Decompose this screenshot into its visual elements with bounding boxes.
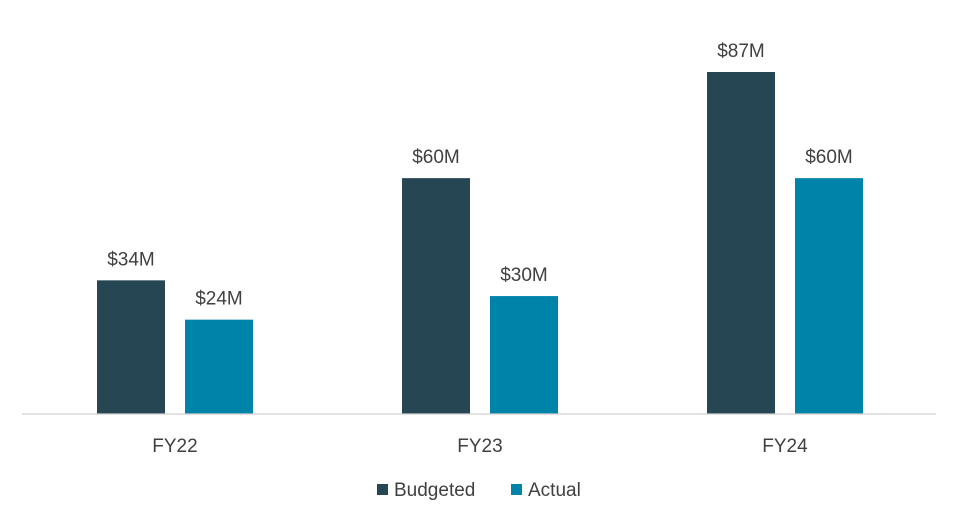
legend-label-actual: Actual: [528, 480, 581, 501]
legend-label-budgeted: Budgeted: [394, 480, 475, 501]
data-label-actual-fy23: $30M: [500, 265, 548, 286]
bar-actual-fy22: [185, 319, 253, 414]
x-tick-label-fy22: FY22: [152, 436, 197, 457]
data-label-actual-fy22: $24M: [195, 289, 243, 310]
x-tick-label-fy24: FY24: [762, 436, 808, 457]
data-labels-layer: $34M $24M $60M $30M $87M $60M: [107, 41, 853, 310]
bar-budgeted-fy22: [97, 280, 165, 414]
data-label-budgeted-fy24: $87M: [717, 41, 765, 62]
bar-budgeted-fy24: [707, 72, 775, 414]
bars-layer: [97, 72, 863, 414]
x-tick-labels: FY22 FY23 FY24: [152, 436, 808, 457]
legend-item-budgeted: Budgeted: [377, 480, 475, 501]
data-label-budgeted-fy23: $60M: [412, 147, 460, 168]
data-label-budgeted-fy22: $34M: [107, 249, 155, 270]
bar-actual-fy24: [795, 178, 863, 414]
data-label-actual-fy24: $60M: [805, 147, 853, 168]
bar-budgeted-fy23: [402, 178, 470, 414]
legend: Budgeted Actual: [377, 480, 581, 501]
legend-item-actual: Actual: [511, 480, 581, 501]
x-tick-label-fy23: FY23: [457, 436, 502, 457]
bar-actual-fy23: [490, 296, 558, 414]
legend-swatch-budgeted: [377, 484, 388, 495]
legend-swatch-actual: [511, 484, 522, 495]
